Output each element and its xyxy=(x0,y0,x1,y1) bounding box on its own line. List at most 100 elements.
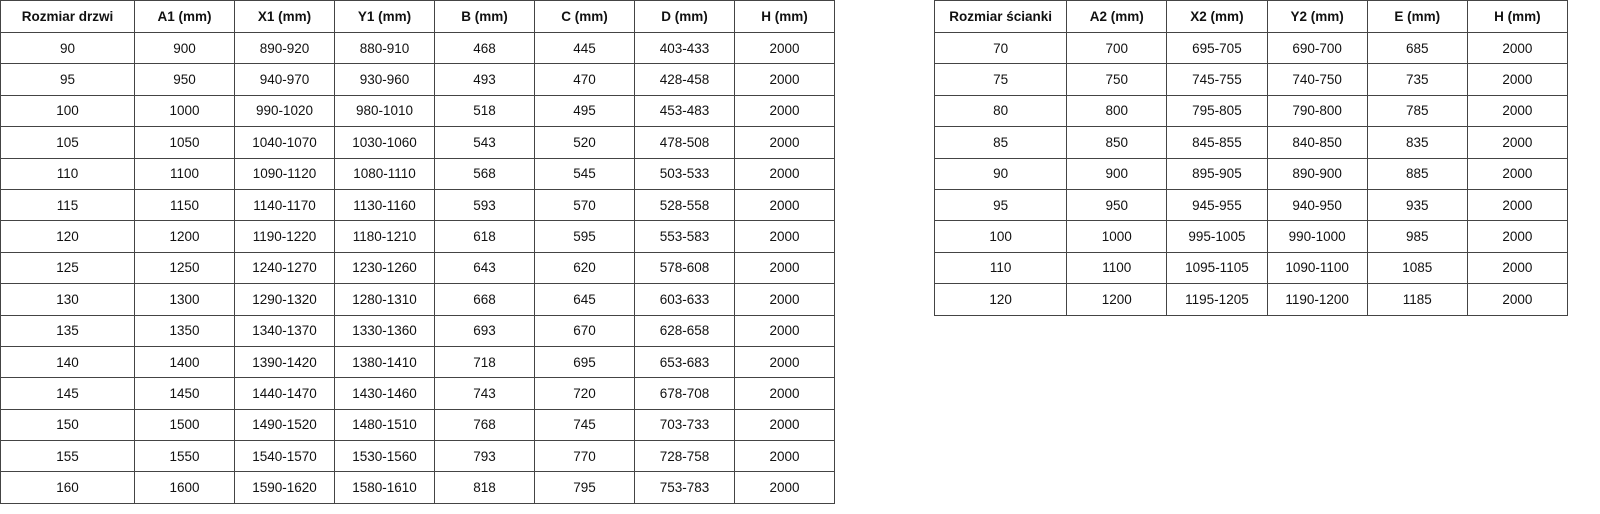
table-cell: 653-683 xyxy=(634,345,735,379)
table-row: 100 1000 995-1005 990-1000 985 2000 xyxy=(933,220,1569,253)
table-cell: 520 xyxy=(534,126,635,159)
table-row: 105 1050 1040-1070 1030-1060 543 520 478-508 20… xyxy=(0,126,835,159)
table-cell: 1040-1070 xyxy=(234,126,335,159)
column-header: Y1 (mm) xyxy=(334,0,435,33)
table-cell: 528-558 xyxy=(634,188,735,222)
table-cell: 2000 xyxy=(1466,220,1569,253)
table-cell: 693 xyxy=(434,314,535,347)
table-cell: 1500 xyxy=(134,408,235,442)
table-cell: 700 xyxy=(1066,31,1168,65)
table-cell: 818 xyxy=(434,471,535,504)
table-cell: 150 xyxy=(0,408,135,442)
table-cell: 90 xyxy=(933,157,1068,190)
table-cell: 678-708 xyxy=(634,377,735,410)
table-cell: 930-960 xyxy=(334,63,435,96)
table-cell: 1350 xyxy=(134,314,235,347)
table-cell: 1440-1470 xyxy=(234,377,335,410)
table-cell: 995-1005 xyxy=(1166,220,1268,253)
table-cell: 620 xyxy=(534,251,635,285)
table-cell: 2000 xyxy=(1466,251,1569,285)
table-cell: 155 xyxy=(0,440,135,473)
column-header: X1 (mm) xyxy=(234,0,335,33)
table-cell: 1290-1320 xyxy=(234,283,335,316)
column-header: D (mm) xyxy=(634,0,735,33)
table-cell: 645 xyxy=(534,283,635,316)
table-cell: 1180-1210 xyxy=(334,220,435,253)
table-cell: 945-955 xyxy=(1166,188,1268,222)
table-cell: 2000 xyxy=(734,314,835,347)
table-cell: 100 xyxy=(0,94,135,128)
table-cell: 75 xyxy=(933,63,1068,96)
table-cell: 1540-1570 xyxy=(234,440,335,473)
table-cell: 1400 xyxy=(134,345,235,379)
table-cell: 1085 xyxy=(1366,251,1468,285)
table-cell: 110 xyxy=(0,157,135,190)
table-cell: 403-433 xyxy=(634,31,735,65)
table-cell: 845-855 xyxy=(1166,126,1268,159)
table-cell: 950 xyxy=(134,63,235,96)
table-cell: 428-458 xyxy=(634,63,735,96)
table-cell: 950 xyxy=(1066,188,1168,222)
table-cell: 2000 xyxy=(734,408,835,442)
table-cell: 1390-1420 xyxy=(234,345,335,379)
table-cell: 1280-1310 xyxy=(334,283,435,316)
table-cell: 643 xyxy=(434,251,535,285)
table-cell: 2000 xyxy=(734,94,835,128)
table-cell: 990-1020 xyxy=(234,94,335,128)
table-cell: 578-608 xyxy=(634,251,735,285)
table-cell: 1190-1220 xyxy=(234,220,335,253)
table-cell: 785 xyxy=(1366,94,1468,128)
table-cell: 1250 xyxy=(134,251,235,285)
table-row: 145 1450 1440-1470 1430-1460 743 720 678-708 20… xyxy=(0,377,835,410)
table-cell: 595 xyxy=(534,220,635,253)
table-cell: 445 xyxy=(534,31,635,65)
table-cell: 493 xyxy=(434,63,535,96)
table-cell: 115 xyxy=(0,188,135,222)
table-cell: 100 xyxy=(933,220,1068,253)
table-cell: 70 xyxy=(933,31,1068,65)
table-cell: 95 xyxy=(933,188,1068,222)
header-row: Rozmiar drzwi A1 (mm) X1 (mm) Y1 (mm) B (mm)… xyxy=(0,0,835,33)
table-cell: 2000 xyxy=(734,345,835,379)
table-row: 115 1150 1140-1170 1130-1160 593 570 528-558 20… xyxy=(0,188,835,222)
table-cell: 990-1000 xyxy=(1266,220,1368,253)
table-cell: 1050 xyxy=(134,126,235,159)
table-cell: 770 xyxy=(534,440,635,473)
column-header: H (mm) xyxy=(734,0,835,33)
table-cell: 793 xyxy=(434,440,535,473)
table-cell: 695 xyxy=(534,345,635,379)
table-cell: 745 xyxy=(534,408,635,442)
table-cell: 1195-1205 xyxy=(1166,283,1268,316)
column-header: H (mm) xyxy=(1466,0,1569,33)
table-cell: 740-750 xyxy=(1266,63,1368,96)
table-cell: 518 xyxy=(434,94,535,128)
table-cell: 895-905 xyxy=(1166,157,1268,190)
table-cell: 1590-1620 xyxy=(234,471,335,504)
table-cell: 545 xyxy=(534,157,635,190)
table-cell: 1000 xyxy=(1066,220,1168,253)
table-cell: 470 xyxy=(534,63,635,96)
table-cell: 900 xyxy=(1066,157,1168,190)
table-cell: 1450 xyxy=(134,377,235,410)
table-row: 95 950 945-955 940-950 935 2000 xyxy=(933,188,1569,222)
column-header: Y2 (mm) xyxy=(1266,0,1368,33)
column-header: E (mm) xyxy=(1366,0,1468,33)
table-cell: 1330-1360 xyxy=(334,314,435,347)
table-cell: 1100 xyxy=(1066,251,1168,285)
table-row: 110 1100 1095-1105 1090-1100 1085 2000 xyxy=(933,251,1569,285)
column-header: B (mm) xyxy=(434,0,535,33)
table-cell: 1240-1270 xyxy=(234,251,335,285)
column-header: X2 (mm) xyxy=(1166,0,1268,33)
table-cell: 795-805 xyxy=(1166,94,1268,128)
table-cell: 543 xyxy=(434,126,535,159)
table-cell: 745-755 xyxy=(1166,63,1268,96)
table-cell: 2000 xyxy=(734,440,835,473)
table-cell: 900 xyxy=(134,31,235,65)
table-cell: 2000 xyxy=(734,126,835,159)
table-cell: 2000 xyxy=(1466,63,1569,96)
table-cell: 2000 xyxy=(1466,126,1569,159)
table-cell: 160 xyxy=(0,471,135,504)
table-cell: 2000 xyxy=(734,251,835,285)
table-cell: 85 xyxy=(933,126,1068,159)
table-row: 75 750 745-755 740-750 735 2000 xyxy=(933,63,1569,96)
